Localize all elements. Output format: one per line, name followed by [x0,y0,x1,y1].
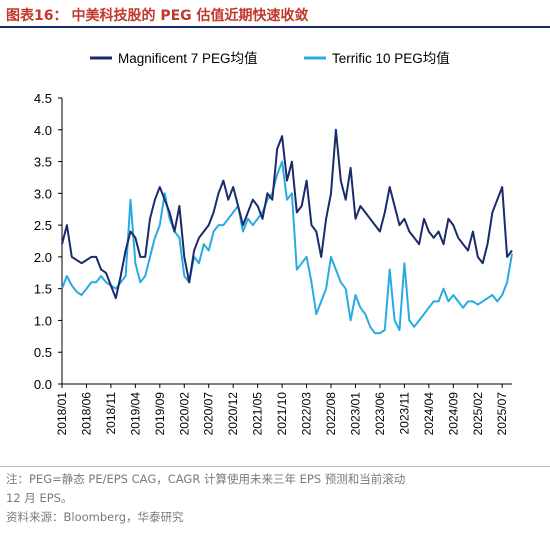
y-tick-label: 2.0 [34,250,52,265]
note-line-2: 12 月 EPS。 [6,491,73,505]
figure-title: 图表16： 中美科技股的 PEG 估值近期快速收敛 [6,5,309,25]
x-tick-label: 2021/05 [251,392,265,436]
x-tick-label: 2018/01 [55,392,69,436]
x-tick-label: 2020/07 [202,392,216,436]
x-tick-label: 2023/06 [373,392,387,436]
peg-line-chart: 0.0 0.5 1.0 1.5 2.0 2.5 3.0 3.5 4.0 4.5 2018/01 201… [34,51,513,436]
footer-notes: 注：PEG=静态 PE/EPS CAG，CAGR 计算使用未来三年 EPS 预测… [6,470,546,527]
x-tick-label: 2021/10 [275,392,289,436]
x-tick-label: 2023/01 [348,392,362,436]
legend-magnificent-7-label: Magnificent 7 PEG均值 [118,51,258,66]
x-tick-label: 2024/09 [446,392,460,436]
y-tick-label: 1.5 [34,282,52,297]
x-tick-label: 2025/07 [495,392,509,436]
y-tick-label: 0.5 [34,345,52,360]
figure-number: 图表16： [6,8,68,24]
x-tick-label: 2020/12 [226,392,240,436]
figure-header: 图表16： 中美科技股的 PEG 估值近期快速收敛 [0,0,550,28]
legend-terrific-10-label: Terrific 10 PEG均值 [332,51,450,66]
x-tick-label: 2019/09 [153,392,167,436]
magnificent-7-line [61,128,513,300]
y-tick-label: 3.5 [34,155,52,170]
source-line: 资料来源：Bloomberg，华泰研究 [6,510,184,524]
x-tick-label: 2022/03 [300,392,314,436]
terrific-10-line [61,160,513,335]
y-tick-label: 4.0 [34,123,52,138]
x-tick-label: 2024/04 [422,392,436,436]
x-tick-label: 2022/08 [324,392,338,436]
x-tick-label: 2019/04 [128,392,142,436]
x-tick-label: 2018/11 [104,392,118,435]
y-tick-label: 2.5 [34,218,52,233]
y-tick-label: 4.5 [34,91,52,106]
footer-divider [0,466,550,467]
x-tick-label: 2023/11 [397,392,411,435]
x-tick-label: 2025/02 [471,392,485,436]
note-line-1: 注：PEG=静态 PE/EPS CAG，CAGR 计算使用未来三年 EPS 预测… [6,472,406,486]
y-tick-label: 0.0 [34,377,52,392]
x-tick-label: 2018/06 [79,392,93,436]
x-tick-label: 2020/02 [177,392,191,436]
y-tick-label: 3.0 [34,186,52,201]
figure-title-text: 中美科技股的 PEG 估值近期快速收敛 [71,8,309,24]
y-tick-label: 1.0 [34,313,52,328]
